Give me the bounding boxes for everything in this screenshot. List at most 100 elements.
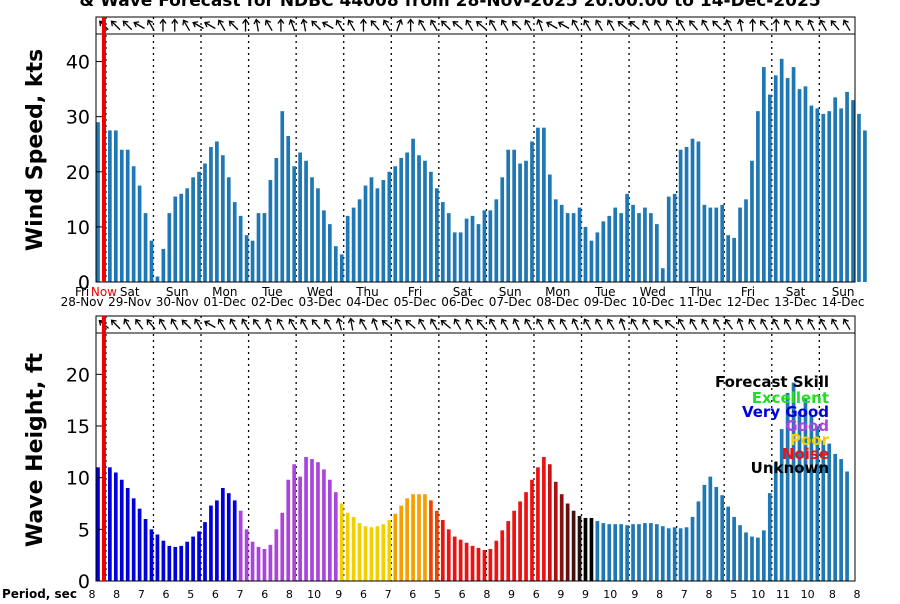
- wave-direction-arrow: [795, 318, 804, 331]
- wave-direction-arrow-head: [536, 318, 543, 325]
- wind-direction-arrow: [617, 20, 628, 30]
- wind-bar: [821, 113, 826, 282]
- wave-direction-arrow: [771, 318, 780, 331]
- wind-direction-arrow: [736, 18, 744, 32]
- day-date-label: 07-Dec: [489, 295, 532, 309]
- wind-speed-bars: [96, 58, 867, 283]
- wave-bar: [262, 548, 267, 581]
- wind-direction-arrow: [546, 21, 558, 30]
- wave-direction-arrow-shaft: [372, 318, 378, 331]
- wind-direction-arrow-shaft: [689, 20, 699, 31]
- wave-bar: [571, 510, 576, 581]
- wave-bar: [363, 526, 368, 581]
- wave-bar: [839, 459, 843, 581]
- wave-direction-arrow: [135, 318, 144, 330]
- wave-direction-arrow-shaft: [738, 318, 744, 331]
- wind-direction-arrow: [217, 19, 226, 32]
- wave-direction-arrow-head: [418, 318, 425, 325]
- period-value: 9: [557, 588, 564, 600]
- wave-direction-arrow-head: [830, 318, 838, 325]
- wind-direction-arrow-shaft: [701, 19, 710, 32]
- wind-bar: [339, 254, 344, 282]
- wave-bar: [660, 526, 665, 581]
- wave-direction-arrow-head: [194, 318, 201, 325]
- wave-y-tick-label: 5: [78, 519, 90, 541]
- wave-direction-arrow-shaft: [418, 318, 426, 331]
- wave-bar: [815, 426, 820, 581]
- wave-direction-arrow-head: [547, 318, 555, 325]
- wind-bar: [524, 160, 528, 282]
- wind-direction-arrow-shaft: [336, 19, 344, 32]
- wind-direction-arrow-head: [677, 19, 684, 26]
- wave-direction-arrow-head: [123, 318, 130, 325]
- skill-legend-item: Good: [785, 417, 829, 435]
- wind-bar: [440, 202, 445, 282]
- wind-bar: [215, 141, 219, 282]
- wind-direction-arrow: [264, 19, 273, 32]
- wave-bar: [684, 527, 689, 581]
- wave-direction-arrow-head: [335, 317, 343, 324]
- wind-direction-arrow-head: [110, 20, 117, 27]
- wave-bar: [173, 546, 178, 581]
- wave-direction-arrow-head: [795, 318, 802, 325]
- wind-direction-arrow-shaft: [654, 19, 662, 32]
- wind-bar: [542, 127, 546, 282]
- wind-bar: [500, 177, 505, 282]
- wave-direction-arrow-head: [783, 318, 790, 325]
- wind-direction-arrow: [677, 19, 686, 32]
- day-name-label: Sat: [786, 285, 806, 299]
- wave-direction-arrow-shaft: [713, 318, 721, 331]
- wind-direction-arrow-shaft: [348, 19, 356, 32]
- wave-bar: [649, 523, 653, 581]
- wind-direction-arrow: [146, 19, 155, 32]
- wave-direction-arrow-shaft: [772, 318, 780, 331]
- wind-direction-arrow: [557, 21, 570, 30]
- wave-bar: [119, 479, 124, 581]
- wind-direction-arrow: [407, 18, 415, 32]
- wind-bar: [708, 207, 713, 282]
- wave-direction-arrow: [736, 317, 744, 331]
- wind-direction-arrow-shaft: [617, 21, 628, 30]
- wind-bar: [310, 177, 314, 282]
- wave-direction-arrow: [807, 318, 816, 331]
- wind-bar: [322, 210, 326, 282]
- wave-bar: [756, 537, 760, 581]
- day-date-label: 04-Dec: [346, 295, 389, 309]
- day-name-label: Sat: [453, 285, 473, 299]
- wave-direction-arrow-shaft: [337, 318, 343, 331]
- wind-direction-arrow: [441, 20, 451, 31]
- wave-direction-arrow: [618, 317, 626, 331]
- wave-direction-arrow: [264, 317, 272, 331]
- wind-direction-arrow: [133, 21, 145, 30]
- wind-direction-arrow-shaft: [452, 21, 463, 30]
- wind-direction-arrow-head: [370, 20, 377, 26]
- wind-direction-arrow-shaft: [795, 20, 804, 31]
- wave-direction-arrow-head: [311, 319, 318, 325]
- wind-bar: [238, 215, 243, 282]
- wave-bar: [345, 512, 350, 581]
- wave-direction-arrow-shaft: [124, 318, 132, 331]
- wind-direction-arrow-shaft: [512, 20, 522, 31]
- wave-bar: [250, 541, 255, 581]
- wave-bar: [256, 546, 261, 581]
- wind-bar: [149, 240, 154, 282]
- wind-bar: [387, 171, 392, 282]
- wave-direction-arrow: [653, 319, 664, 330]
- wave-bar: [553, 481, 558, 581]
- wind-bar: [435, 188, 439, 282]
- skill-legend-item: Very Good: [742, 403, 829, 421]
- wind-bar: [250, 240, 255, 282]
- wind-direction-arrow-head: [665, 19, 672, 26]
- wind-direction-arrow-head: [146, 19, 154, 26]
- day-name-label: Sun: [832, 285, 855, 299]
- wind-bar: [179, 193, 184, 282]
- wave-bar: [625, 525, 629, 581]
- period-value: 10: [801, 588, 815, 600]
- wave-direction-arrow-head: [571, 318, 578, 325]
- wind-direction-arrow-head: [736, 18, 744, 25]
- wind-direction-arrow-head: [359, 18, 367, 24]
- wind-bar: [351, 207, 356, 282]
- wind-direction-arrow-shaft: [383, 19, 391, 32]
- wave-direction-arrow-shaft: [749, 318, 757, 331]
- wind-direction-arrow: [335, 19, 344, 32]
